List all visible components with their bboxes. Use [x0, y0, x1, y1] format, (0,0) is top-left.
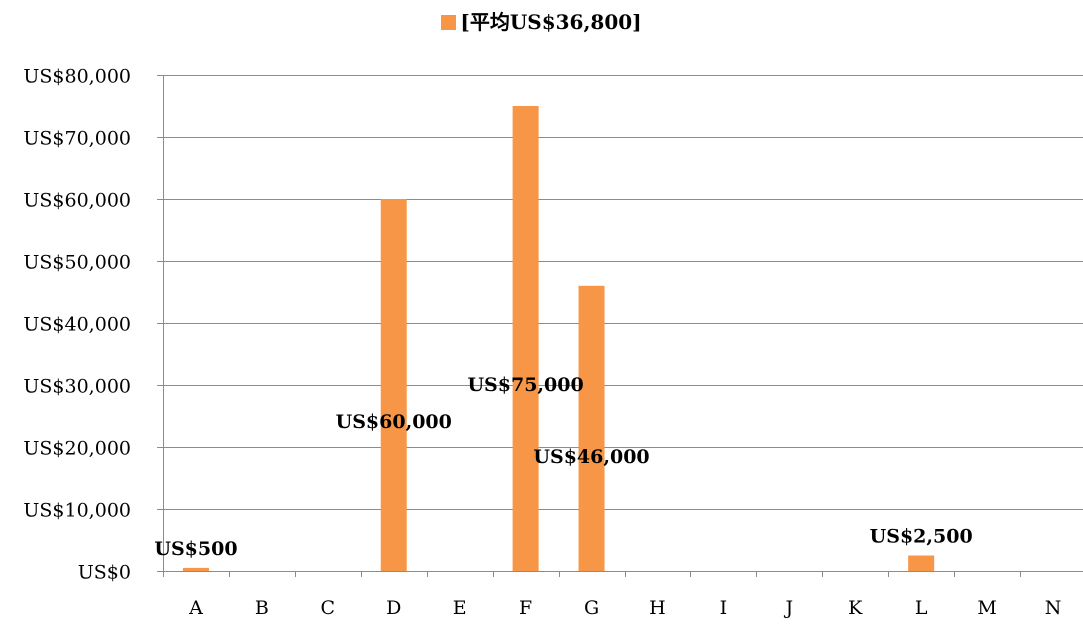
data-label-F: US$75,000: [467, 374, 583, 396]
x-tick-label: C: [321, 597, 336, 619]
x-tick-label: G: [584, 597, 599, 619]
x-tick-label: J: [784, 597, 794, 619]
bar-G: [578, 285, 605, 571]
x-tick-label: M: [977, 597, 996, 619]
x-tick-label: B: [255, 597, 269, 619]
x-tick-label: N: [1045, 597, 1062, 619]
x-tick-label: D: [386, 597, 401, 619]
y-tick-label: US$40,000: [23, 314, 131, 336]
x-tick-label: A: [188, 597, 203, 619]
legend: [平均US$36,800]: [0, 6, 1083, 35]
bar-A: [182, 567, 209, 571]
y-tick-label: US$0: [78, 562, 131, 584]
y-tick-label: US$60,000: [23, 190, 131, 212]
y-tick-label: US$30,000: [23, 376, 131, 398]
x-tick-label: H: [649, 597, 666, 619]
data-label-G: US$46,000: [533, 446, 649, 468]
legend-label: [平均US$36,800]: [460, 10, 642, 34]
bar-D: [380, 199, 407, 571]
x-tick-label: F: [519, 597, 532, 619]
bar-F: [512, 106, 539, 571]
x-tick-label: L: [915, 597, 928, 619]
legend-swatch: [441, 15, 457, 30]
y-tick-label: US$20,000: [23, 438, 131, 460]
data-label-A: US$500: [154, 538, 237, 560]
x-tick-label: E: [453, 597, 467, 619]
bar-L: [908, 555, 935, 571]
x-tick-label: I: [720, 597, 728, 619]
data-label-L: US$2,500: [870, 526, 973, 548]
y-tick-label: US$50,000: [23, 252, 131, 274]
data-label-D: US$60,000: [336, 411, 452, 433]
x-tick-label: K: [848, 597, 863, 619]
y-tick-label: US$80,000: [23, 66, 131, 88]
y-tick-label: US$10,000: [23, 500, 131, 522]
y-tick-label: US$70,000: [23, 128, 131, 150]
